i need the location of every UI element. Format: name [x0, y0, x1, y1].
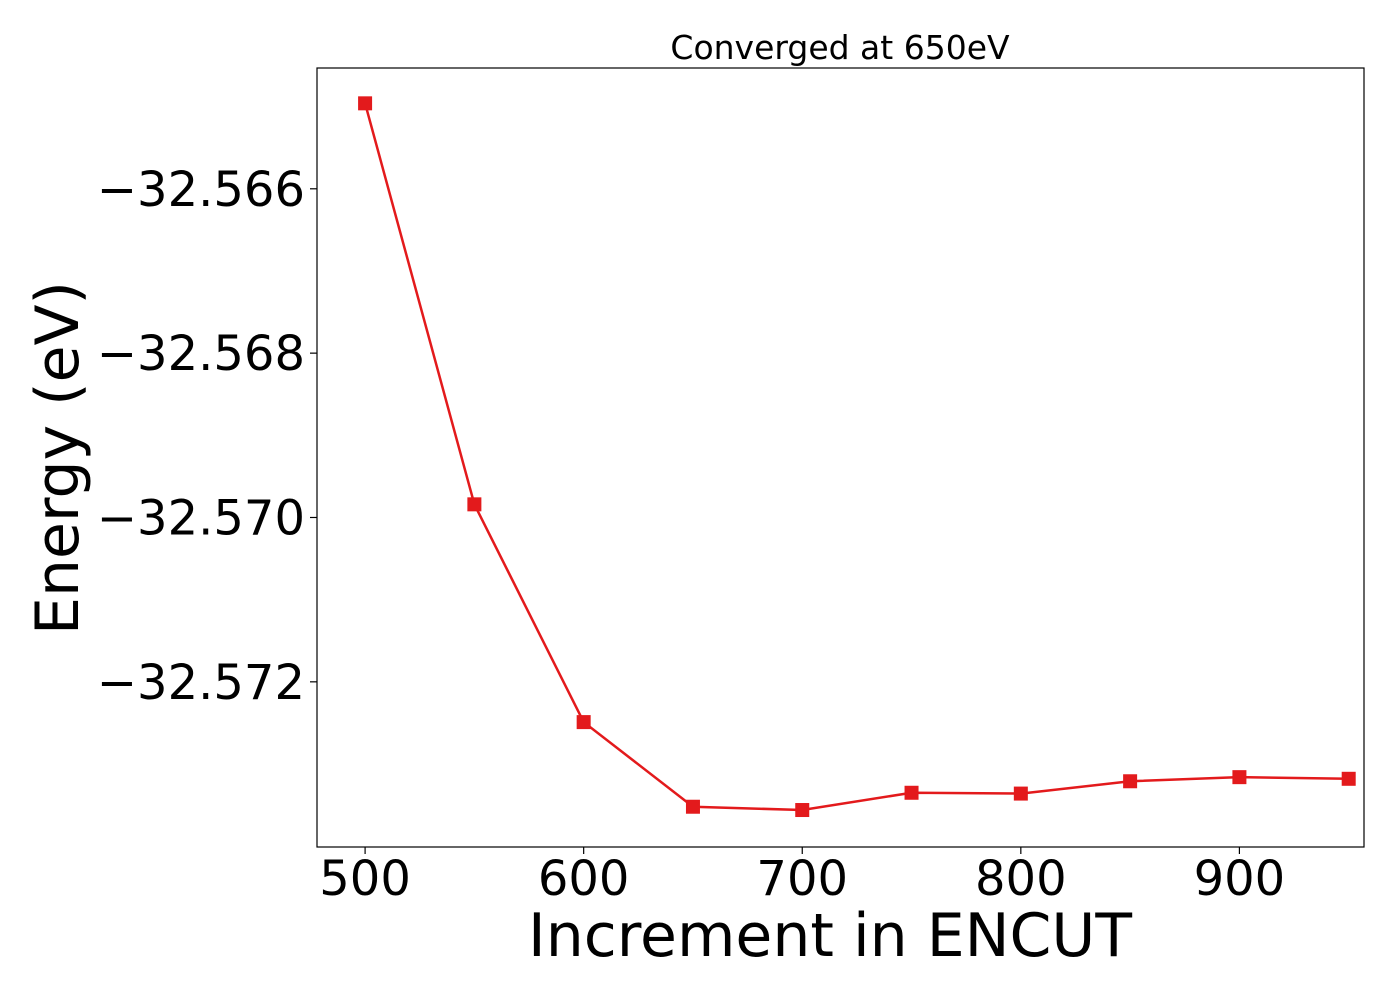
y-axis-label: Energy (eV) — [23, 281, 93, 635]
y-tick-label: −32.570 — [97, 490, 305, 546]
x-axis: 500 600 700 800 900 — [319, 847, 1285, 907]
series-line — [363, 103, 1349, 812]
y-tick-label: −32.566 — [97, 162, 305, 218]
x-tick-label: 500 — [319, 851, 411, 907]
data-point — [358, 96, 373, 111]
x-tick-label: 900 — [1194, 851, 1286, 907]
data-point — [576, 715, 591, 730]
x-axis-label: Increment in ENCUT — [528, 901, 1132, 971]
y-tick-label: −32.568 — [97, 326, 305, 382]
data-point — [467, 497, 482, 512]
x-tick-label: 800 — [975, 851, 1067, 907]
data-point — [795, 803, 810, 818]
data-point — [685, 799, 700, 814]
plot-frame — [316, 67, 1365, 848]
chart-title: Converged at 650eV — [670, 28, 1010, 67]
data-point — [1123, 774, 1138, 789]
y-axis: −32.566 −32.568 −32.570 −32.572 — [97, 162, 317, 711]
data-point — [904, 785, 919, 800]
y-tick-label: −32.572 — [97, 655, 305, 711]
x-tick-label: 700 — [756, 851, 848, 907]
data-point — [1013, 786, 1028, 801]
data-point — [1232, 770, 1247, 785]
data-point — [1341, 771, 1356, 786]
series-energy — [358, 96, 1356, 818]
x-tick-label: 600 — [538, 851, 630, 907]
